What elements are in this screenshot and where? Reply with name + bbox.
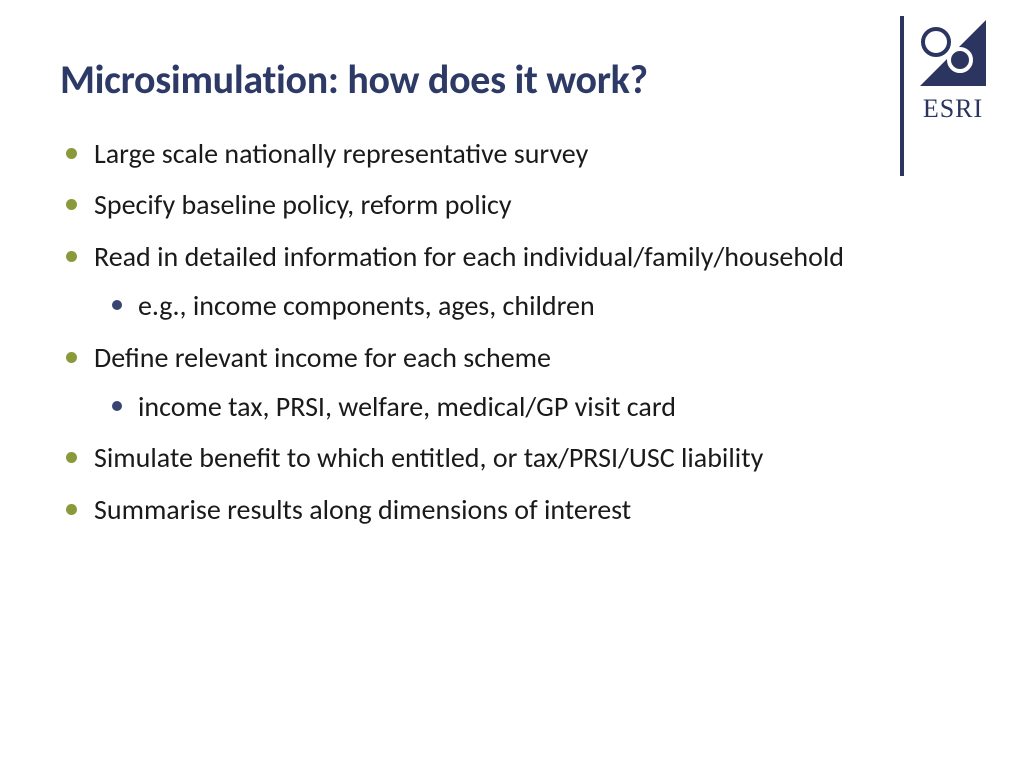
slide-content: Large scale nationally representative su… (60, 132, 964, 531)
sub-bullet-list: income tax, PRSI, welfare, medical/GP vi… (94, 385, 964, 428)
logo-text: ESRI (923, 94, 983, 124)
bullet-list: Large scale nationally representative su… (60, 132, 964, 531)
bullet-text: Specify baseline policy, reform policy (94, 187, 512, 222)
list-item: Specify baseline policy, reform policy (94, 183, 964, 226)
list-item: e.g., income components, ages, children (138, 284, 964, 327)
list-item: Large scale nationally representative su… (94, 132, 964, 175)
slide: ESRI Microsimulation: how does it work? … (0, 0, 1024, 768)
list-item: income tax, PRSI, welfare, medical/GP vi… (138, 385, 964, 428)
list-item: Define relevant income for each scheme i… (94, 336, 964, 429)
bullet-text: Simulate benefit to which entitled, or t… (94, 440, 763, 475)
bullet-text: e.g., income components, ages, children (138, 288, 595, 323)
list-item: Summarise results along dimensions of in… (94, 488, 964, 531)
logo-mark (914, 14, 992, 92)
list-item: Simulate benefit to which entitled, or t… (94, 436, 964, 479)
bullet-text: Read in detailed information for each in… (94, 239, 844, 274)
slide-title: Microsimulation: how does it work? (60, 55, 964, 104)
bullet-text: Summarise results along dimensions of in… (94, 492, 631, 527)
bullet-text: Define relevant income for each scheme (94, 340, 551, 375)
bullet-text: income tax, PRSI, welfare, medical/GP vi… (138, 389, 676, 424)
bullet-text: Large scale nationally representative su… (94, 136, 588, 171)
list-item: Read in detailed information for each in… (94, 235, 964, 328)
sub-bullet-list: e.g., income components, ages, children (94, 284, 964, 327)
